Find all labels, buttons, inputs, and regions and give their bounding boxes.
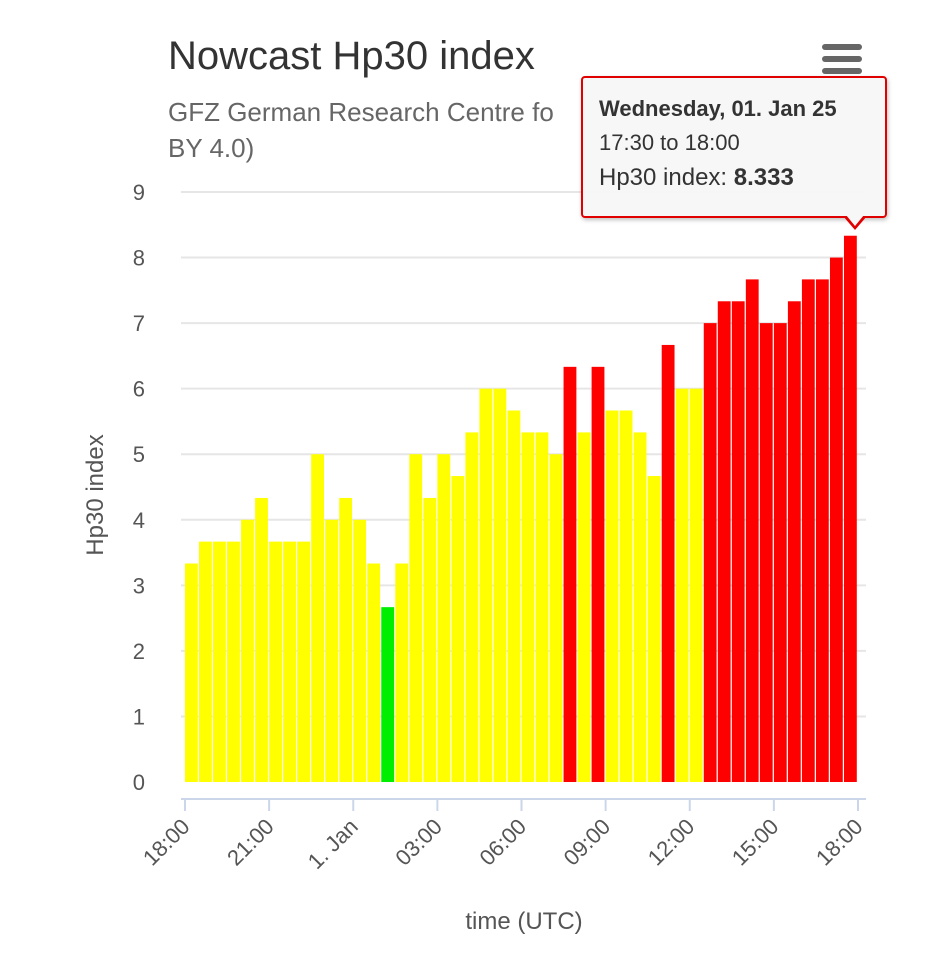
- bar[interactable]: [605, 410, 619, 783]
- y-axis-title: Hp30 index: [82, 434, 109, 555]
- y-axis-ticks: 0 1 2 3 4 5 6 7 8 9: [133, 180, 145, 795]
- bar[interactable]: [521, 432, 535, 782]
- bar[interactable]: [395, 563, 409, 783]
- bar[interactable]: [227, 541, 240, 782]
- bar[interactable]: [479, 388, 493, 782]
- x-tick-label: 18:00: [811, 814, 868, 871]
- x-axis-title: time (UTC): [465, 908, 582, 935]
- bar[interactable]: [759, 323, 773, 782]
- y-tick-label: 2: [133, 639, 145, 664]
- x-tick-label: 21:00: [222, 814, 279, 871]
- bar[interactable]: [283, 541, 296, 782]
- tooltip-value: 8.333: [733, 164, 794, 191]
- bar[interactable]: [423, 497, 437, 782]
- y-tick-label: 5: [133, 442, 145, 467]
- bar[interactable]: [563, 366, 577, 782]
- bars: [185, 235, 857, 783]
- x-tick-label: 1. Jan: [303, 814, 363, 874]
- bar[interactable]: [633, 432, 647, 782]
- bar[interactable]: [381, 607, 395, 782]
- x-tick-label: 15:00: [727, 814, 784, 871]
- y-tick-label: 7: [133, 311, 145, 336]
- bar[interactable]: [745, 279, 759, 782]
- x-tick-label: 09:00: [559, 814, 616, 871]
- y-tick-label: 4: [133, 508, 145, 533]
- tooltip-date: Wednesday, 01. Jan 25: [599, 96, 837, 121]
- y-tick-label: 0: [133, 770, 145, 795]
- y-tick-label: 9: [133, 180, 145, 205]
- bar[interactable]: [507, 410, 521, 783]
- bar[interactable]: [703, 323, 717, 782]
- bar[interactable]: [619, 410, 633, 783]
- chart-subtitle: GFZ German Research Centre fo BY 4.0): [168, 94, 868, 166]
- tooltip-time-range: 17:30 to 18:00: [599, 130, 740, 155]
- menu-bar: [822, 56, 862, 62]
- chart-title: Nowcast Hp30 index: [168, 34, 535, 78]
- y-tick-label: 1: [133, 704, 145, 729]
- bar[interactable]: [241, 519, 254, 782]
- x-tick-label: 06:00: [474, 814, 531, 871]
- bar[interactable]: [661, 344, 675, 782]
- y-tick-label: 6: [133, 377, 145, 402]
- bar[interactable]: [493, 388, 507, 782]
- x-tick-label: 12:00: [643, 814, 700, 871]
- y-tick-label: 8: [133, 246, 145, 271]
- bar[interactable]: [815, 279, 829, 782]
- y-tick-label: 3: [133, 573, 145, 598]
- bar[interactable]: [297, 541, 310, 782]
- bar[interactable]: [437, 454, 451, 782]
- bar[interactable]: [773, 323, 787, 782]
- tooltip-value-label: Hp30 index:: [599, 164, 734, 191]
- bar[interactable]: [367, 563, 381, 783]
- x-tick-label: 03:00: [390, 814, 447, 871]
- bar[interactable]: [549, 454, 563, 782]
- bar[interactable]: [577, 432, 591, 782]
- bar[interactable]: [353, 519, 367, 782]
- bar[interactable]: [689, 388, 703, 782]
- bar[interactable]: [255, 497, 268, 782]
- bar[interactable]: [451, 476, 465, 782]
- menu-bar: [822, 68, 862, 74]
- x-axis-ticks: 18:00 21:00 1. Jan 03:00 06:00 09:00 12:00 15:0…: [138, 799, 868, 874]
- bar[interactable]: [465, 432, 479, 782]
- bar[interactable]: [647, 476, 661, 782]
- bar[interactable]: [591, 366, 605, 782]
- tooltip: Wednesday, 01. Jan 25 17:30 to 18:00 Hp3…: [581, 76, 887, 218]
- hamburger-menu-icon[interactable]: [818, 44, 866, 84]
- bar[interactable]: [801, 279, 815, 782]
- bar[interactable]: [311, 454, 325, 782]
- tooltip-pointer-fill: [846, 215, 864, 226]
- bar[interactable]: [717, 301, 731, 782]
- menu-bar: [822, 44, 862, 50]
- bar[interactable]: [199, 541, 212, 782]
- bar[interactable]: [409, 454, 423, 782]
- bar[interactable]: [675, 388, 689, 782]
- bar[interactable]: [185, 563, 198, 783]
- bar[interactable]: [829, 257, 843, 782]
- bar[interactable]: [535, 432, 549, 782]
- bar[interactable]: [213, 541, 226, 782]
- bar[interactable]: [339, 497, 353, 782]
- bar[interactable]: [325, 519, 339, 782]
- chart-subtitle-line2: BY 4.0): [168, 133, 255, 163]
- bar[interactable]: [787, 301, 801, 782]
- bar[interactable]: [269, 541, 282, 782]
- bar[interactable]: [731, 301, 745, 782]
- bar[interactable]: [843, 235, 857, 783]
- chart-subtitle-line1: GFZ German Research Centre fo: [168, 97, 554, 127]
- tooltip-value-line: Hp30 index: 8.333: [599, 164, 869, 192]
- x-tick-label: 18:00: [138, 814, 195, 871]
